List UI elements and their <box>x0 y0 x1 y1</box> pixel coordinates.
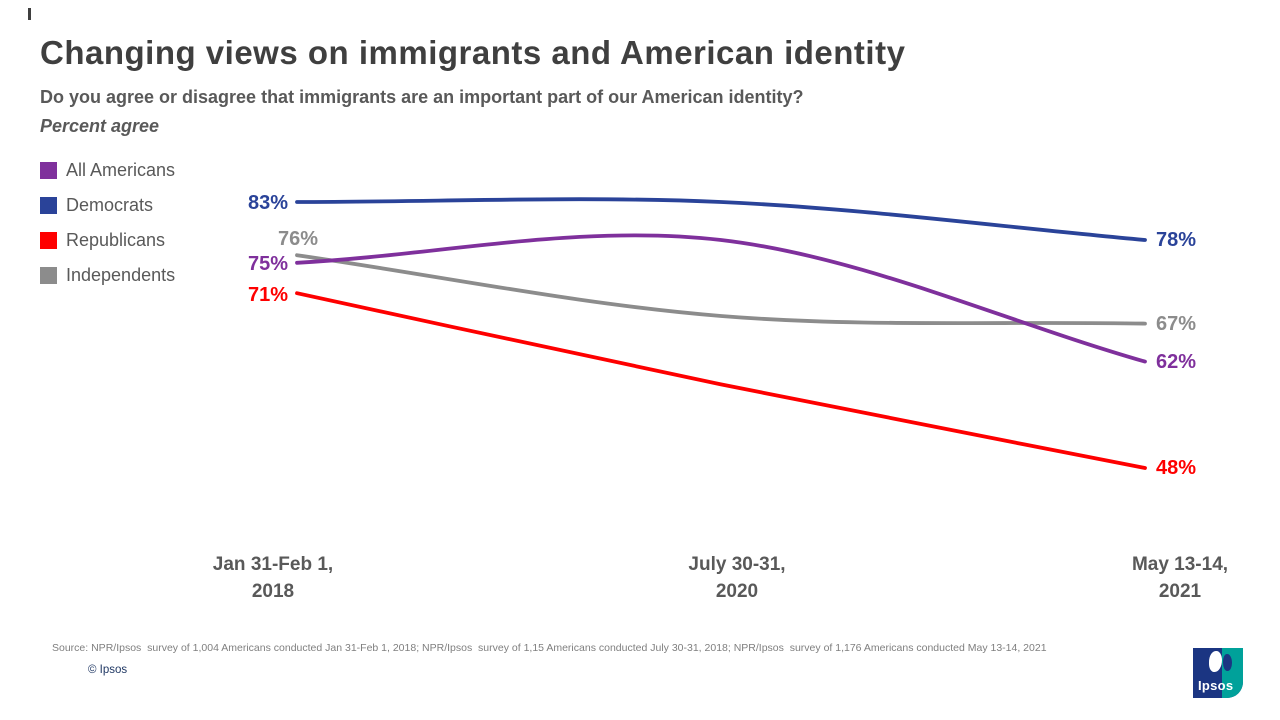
legend-swatch-all-americans <box>40 161 57 179</box>
x-axis-label-line: 2021 <box>1158 581 1202 602</box>
value-label-independents-end: 67% <box>1156 313 1197 335</box>
ipsos-logo-face-icon <box>1223 654 1232 671</box>
value-label-democrats-end: 78% <box>1156 229 1197 251</box>
ipsos-logo: Ipsos <box>1193 648 1243 698</box>
x-axis-label-2018: Jan 31-Feb 1, 2018 <box>163 551 383 605</box>
legend-swatch-republicans <box>40 231 57 249</box>
legend: All Americans Democrats Republicans Inde… <box>40 159 176 301</box>
legend-swatch-democrats <box>40 196 57 214</box>
x-axis-label-line: 2018 <box>251 581 295 602</box>
legend-item-independents: Independents <box>40 264 176 285</box>
value-label-republicans-end: 48% <box>1156 457 1197 479</box>
value-label-republicans-start: 71% <box>247 284 288 306</box>
copyright-text: © Ipsos <box>88 664 128 676</box>
legend-item-republicans: Republicans <box>40 229 175 250</box>
value-label-independents-start: 76% <box>277 228 318 250</box>
ipsos-logo-wordmark: Ipsos <box>1198 678 1234 693</box>
legend-item-all-americans: All Americans <box>40 159 176 180</box>
page-title: Changing views on immigrants and America… <box>40 34 906 71</box>
line-all-americans <box>295 233 1147 364</box>
source-text: Source: NPR/Ipsos survey of 1,004 Americ… <box>52 642 1047 654</box>
corner-tick-mark <box>28 8 31 20</box>
x-axis-label-2020: July 30-31, 2020 <box>627 551 847 605</box>
x-axis-label-2021: May 13-14, 2021 <box>1070 551 1280 605</box>
survey-question: Do you agree or disagree that immigrants… <box>40 87 804 107</box>
legend-label: Republicans <box>66 229 166 250</box>
x-axis-label-line: Jan 31-Feb 1, <box>212 554 334 575</box>
x-axis-label-line: 2020 <box>715 581 759 602</box>
value-label-all-americans-end: 62% <box>1156 351 1197 373</box>
legend-label: Democrats <box>66 194 154 215</box>
line-independents <box>295 253 1147 326</box>
line-republicans <box>295 291 1147 470</box>
x-axis-label-line: July 30-31, <box>688 554 786 575</box>
legend-item-democrats: Democrats <box>40 194 175 215</box>
legend-label: All Americans <box>66 159 176 180</box>
legend-label: Independents <box>66 264 176 285</box>
percent-agree-note: Percent agree <box>40 116 160 136</box>
ipsos-logo-face-icon <box>1209 651 1222 672</box>
value-label-democrats-start: 83% <box>247 192 288 214</box>
value-label-all-americans-start: 75% <box>247 253 288 275</box>
legend-swatch-independents <box>40 266 57 284</box>
line-democrats <box>295 197 1147 242</box>
x-axis-label-line: May 13-14, <box>1131 554 1229 575</box>
